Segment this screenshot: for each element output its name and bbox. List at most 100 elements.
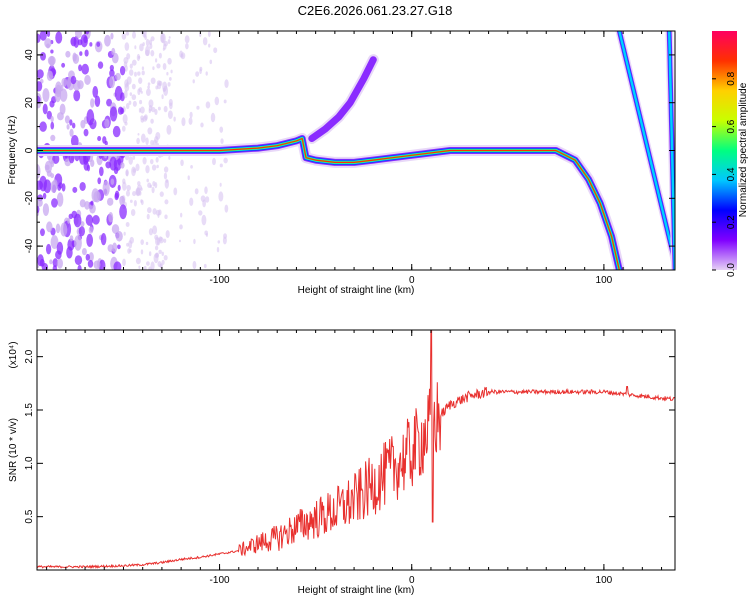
noise-blob [90,159,95,167]
noise-blob [142,31,147,38]
noise-blob [37,95,41,104]
x-axis-ticks-bottom: -100 0 100 [46,330,663,586]
noise-blob [37,69,44,79]
noise-blob [155,252,159,258]
noise-blob [130,208,136,217]
noise-blob [145,137,149,146]
noise-blob [209,59,213,65]
noise-blob [109,64,114,72]
noise-blob [184,35,190,44]
noise-blob [223,157,228,164]
noise-blob [146,261,150,266]
noise-blob [122,114,128,124]
noise-blob [137,132,140,136]
noise-blob [50,160,55,168]
noise-blob [214,96,220,106]
noise-blob [85,214,94,226]
noise-blob [138,265,141,269]
noise-blob [111,224,120,234]
noise-blob [112,242,118,253]
noise-blob [132,154,136,160]
noise-blob [112,125,121,138]
noise-blob [100,233,107,246]
colorbar-tick-label: 0.0 [726,263,737,277]
noise-blob [60,84,64,91]
noise-blob [216,247,220,253]
noise-blob [150,36,155,42]
noise-blob [217,240,221,244]
noise-blob [145,45,150,57]
noise-blob [132,191,137,197]
noise-blob [208,43,211,48]
y-top-tick-label: -40 [24,238,35,253]
noise-blob [155,157,159,163]
noise-blob [125,31,130,36]
noise-blob [92,215,100,225]
colorbar-scale [712,31,737,270]
noise-blob [104,34,111,47]
noise-blob [110,32,114,40]
noise-blob [108,211,114,223]
noise-blob [93,191,101,203]
noise-blob [72,53,80,65]
noise-blob [151,186,155,194]
y-top-tick-label: 40 [24,49,35,61]
noise-blob [167,57,172,65]
noise-blob [37,33,41,43]
x-bottom-tick-label: 0 [409,575,415,586]
noise-blob [192,79,195,84]
colorbar-ticks: 0.0 0.2 0.4 0.6 0.8 [712,71,737,277]
noise-blob [56,241,64,255]
noise-blob [77,264,82,270]
noise-blob [187,175,190,181]
noise-blob [132,100,137,107]
noise-blob [72,186,78,193]
noise-blob [161,251,164,256]
noise-blob [115,72,121,81]
noise-blob [140,90,143,94]
noise-blob [37,205,40,214]
noise-blob [149,43,153,50]
noise-blob [97,177,102,185]
noise-blob [50,173,55,179]
noise-blob [78,226,85,237]
noise-blob [50,121,55,130]
noise-blob [219,126,224,133]
noise-blob [152,181,156,187]
noise-blob [213,47,218,54]
noise-blob [202,199,206,208]
noise-blob [201,214,207,226]
noise-blob [167,82,171,87]
noise-blob [70,75,77,85]
noise-blob [128,156,133,165]
spectral-traces [37,31,675,270]
noise-blob [110,178,115,186]
noise-blob [223,99,227,104]
y-bottom-tick-label: 1.0 [24,456,35,470]
snr-frame [36,329,676,571]
colorbar-tick-label: 0.8 [726,71,737,85]
noise-blob [170,69,173,74]
noise-blob [205,233,208,237]
noise-blob [162,47,165,51]
noise-blob [145,241,149,246]
noise-blob [168,77,172,81]
noise-blob [52,154,60,164]
noise-blob [139,99,143,105]
noise-blob [115,230,123,242]
noise-blob [220,138,224,145]
noise-blob [78,64,83,72]
noise-blob [138,107,142,113]
y-axis-ticks-bottom: 0.5 1.0 1.5 2.0 [24,349,675,524]
noise-blob [102,180,110,197]
noise-blob [198,210,203,216]
noise-blob [159,263,164,269]
noise-blob [188,117,193,125]
noise-blob [147,85,150,89]
noise-blob [140,106,145,114]
noise-blob [70,36,77,47]
noise-blob [107,244,114,253]
noise-blob [149,184,153,189]
y-axis-label-top: Frequency (Hz) [7,116,18,185]
noise-blob [42,103,48,115]
